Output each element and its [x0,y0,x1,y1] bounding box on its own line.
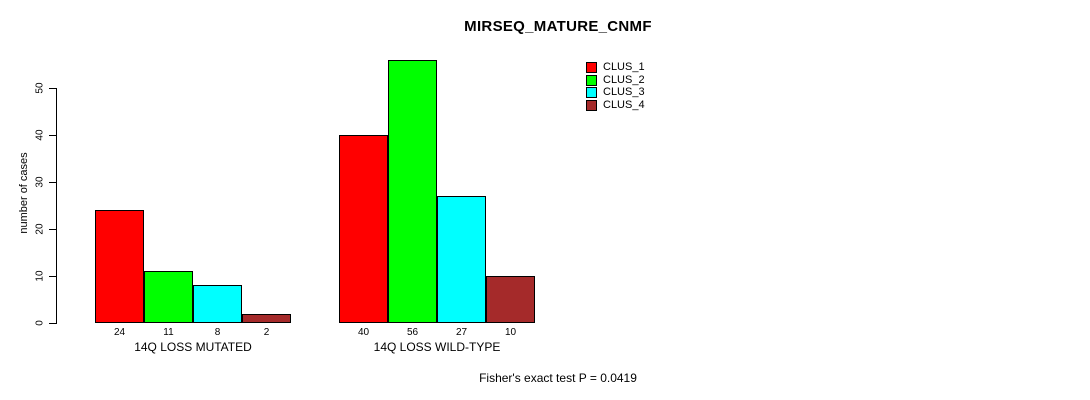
legend-swatch [586,74,597,86]
bar [437,196,486,323]
legend-item: CLUS_1 [586,62,645,73]
y-tick-label: 40 [34,129,46,141]
legend-label: CLUS_2 [603,73,645,86]
y-tick [49,88,56,89]
bar [193,285,242,323]
legend-swatch [586,99,597,111]
legend-label: CLUS_3 [603,86,645,98]
legend-label: CLUS_4 [603,98,645,111]
y-tick [49,182,56,183]
bar [339,135,388,323]
bar-value-label: 8 [214,327,221,338]
bar-value-label: 56 [406,327,419,338]
y-tick-label: 10 [34,270,46,282]
y-tick [49,276,56,277]
y-tick-label: 30 [34,176,46,188]
group-label: 14Q LOSS MUTATED [134,340,252,354]
bar-value-label: 2 [263,327,270,338]
bar-value-label: 40 [357,327,370,338]
group-label: 14Q LOSS WILD-TYPE [373,340,501,354]
y-tick-label: 50 [34,82,46,94]
fisher-test-annotation: Fisher's exact test P = 0.0419 [479,371,637,385]
bar-value-label: 27 [455,327,468,338]
y-tick-label: 0 [34,320,46,326]
chart-title: MIRSEQ_MATURE_CNMF [464,18,652,35]
y-tick [49,323,56,324]
legend-item: CLUS_2 [586,73,645,86]
y-tick [49,135,56,136]
bar-value-label: 11 [163,327,174,338]
legend: CLUS_1 CLUS_2 CLUS_3 CLUS_4 [586,62,645,111]
y-tick [49,229,56,230]
bar [486,276,535,323]
bar [388,59,437,323]
bar [242,313,291,323]
y-axis-line [56,88,57,324]
legend-item: CLUS_3 [586,87,645,98]
bar [95,210,144,323]
legend-swatch [586,87,597,98]
legend-item: CLUS_4 [586,98,645,111]
bar-value-label: 24 [113,327,126,338]
y-tick-label: 20 [34,223,46,235]
legend-label: CLUS_1 [603,61,645,73]
bar [144,271,193,323]
bar-value-label: 10 [504,327,517,338]
legend-swatch [586,62,597,73]
